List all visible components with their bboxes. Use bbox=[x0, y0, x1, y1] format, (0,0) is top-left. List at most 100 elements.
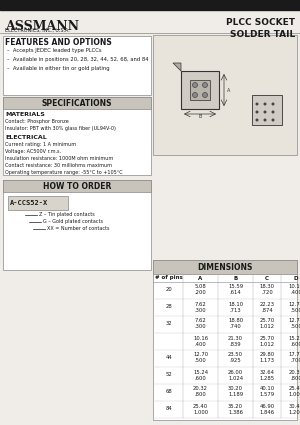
Text: ELECTRICAL: ELECTRICAL bbox=[5, 135, 47, 140]
Text: A-CCS52-X: A-CCS52-X bbox=[10, 200, 48, 206]
Text: XX = Number of contacts: XX = Number of contacts bbox=[47, 226, 110, 230]
Text: Current rating: 1 A minimum: Current rating: 1 A minimum bbox=[5, 142, 76, 147]
Bar bbox=[181, 71, 219, 109]
Text: 1.189: 1.189 bbox=[228, 393, 243, 397]
Text: SPECIFICATIONS: SPECIFICATIONS bbox=[42, 99, 112, 108]
Text: D: D bbox=[294, 275, 298, 281]
Text: 10.16: 10.16 bbox=[288, 284, 300, 289]
Text: 1.012: 1.012 bbox=[260, 325, 274, 329]
Text: PLCC SOCKET
SOLDER TAIL: PLCC SOCKET SOLDER TAIL bbox=[226, 18, 295, 39]
Text: 32.64: 32.64 bbox=[260, 369, 274, 374]
Text: .874: .874 bbox=[261, 308, 273, 312]
Text: .300: .300 bbox=[195, 325, 206, 329]
Text: 68: 68 bbox=[166, 389, 172, 394]
Text: 1.285: 1.285 bbox=[260, 376, 274, 380]
Text: Contact resistance: 30 milliohms maximum: Contact resistance: 30 milliohms maximum bbox=[5, 163, 112, 168]
Circle shape bbox=[256, 119, 259, 122]
Text: 7.62: 7.62 bbox=[195, 301, 206, 306]
Text: Voltage: AC500V r.m.s.: Voltage: AC500V r.m.s. bbox=[5, 149, 61, 154]
Text: 84: 84 bbox=[166, 406, 172, 411]
Text: .400: .400 bbox=[195, 342, 206, 346]
Circle shape bbox=[272, 119, 274, 122]
Text: 15.59: 15.59 bbox=[228, 284, 243, 289]
Text: .300: .300 bbox=[195, 308, 206, 312]
Text: Z – Tin plated contacts: Z – Tin plated contacts bbox=[39, 212, 95, 216]
Text: 23.50: 23.50 bbox=[228, 352, 243, 357]
Text: .500: .500 bbox=[290, 325, 300, 329]
Text: A: A bbox=[198, 275, 203, 281]
Text: HOW TO ORDER: HOW TO ORDER bbox=[43, 181, 111, 190]
Bar bbox=[153, 35, 297, 155]
Text: 15.24: 15.24 bbox=[288, 335, 300, 340]
Text: B: B bbox=[198, 114, 202, 119]
Circle shape bbox=[263, 110, 266, 113]
Text: 1.000: 1.000 bbox=[288, 393, 300, 397]
Text: Operating temperature range: -55°C to +105°C: Operating temperature range: -55°C to +1… bbox=[5, 170, 123, 175]
Text: 25.70: 25.70 bbox=[260, 335, 274, 340]
Bar bbox=[3, 180, 151, 270]
Text: 46.90: 46.90 bbox=[260, 403, 274, 408]
Text: # of pins: # of pins bbox=[155, 275, 183, 281]
Text: Insulator: PBT with 30% glass fiber (UL94V-0): Insulator: PBT with 30% glass fiber (UL9… bbox=[5, 126, 116, 131]
Text: 1.012: 1.012 bbox=[260, 342, 274, 346]
Polygon shape bbox=[173, 63, 181, 71]
Text: 40.10: 40.10 bbox=[260, 386, 274, 391]
Text: 21.30: 21.30 bbox=[228, 335, 243, 340]
Text: 17.78: 17.78 bbox=[288, 352, 300, 357]
Text: 12.70: 12.70 bbox=[288, 318, 300, 323]
Text: A: A bbox=[227, 88, 230, 93]
Text: 1.846: 1.846 bbox=[260, 410, 274, 414]
Bar bbox=[3, 36, 151, 95]
Text: 1.200: 1.200 bbox=[288, 410, 300, 414]
Bar bbox=[153, 260, 297, 274]
Text: 1.173: 1.173 bbox=[260, 359, 274, 363]
Text: 10.16: 10.16 bbox=[193, 335, 208, 340]
Text: 1.000: 1.000 bbox=[193, 410, 208, 414]
Text: 20.32: 20.32 bbox=[193, 386, 208, 391]
Text: .500: .500 bbox=[195, 359, 206, 363]
Text: Insulation resistance: 1000M ohm minimum: Insulation resistance: 1000M ohm minimum bbox=[5, 156, 113, 161]
Text: 28: 28 bbox=[166, 304, 172, 309]
Text: 18.10: 18.10 bbox=[228, 301, 243, 306]
Text: .800: .800 bbox=[195, 393, 206, 397]
Bar bbox=[3, 97, 151, 109]
Circle shape bbox=[272, 110, 274, 113]
Text: MATERIALS: MATERIALS bbox=[5, 112, 45, 117]
Bar bbox=[252, 95, 282, 125]
Text: 32: 32 bbox=[166, 321, 172, 326]
Text: .600: .600 bbox=[195, 376, 206, 380]
Circle shape bbox=[193, 93, 197, 97]
Text: ASSMANN: ASSMANN bbox=[5, 20, 79, 33]
Circle shape bbox=[193, 82, 197, 88]
Text: DIMENSIONS: DIMENSIONS bbox=[197, 263, 253, 272]
Circle shape bbox=[202, 82, 208, 88]
Text: 25.40: 25.40 bbox=[193, 403, 208, 408]
Text: FEATURES AND OPTIONS: FEATURES AND OPTIONS bbox=[5, 38, 112, 47]
Text: –  Available in positions 20, 28, 32, 44, 52, 68, and 84: – Available in positions 20, 28, 32, 44,… bbox=[7, 57, 148, 62]
Text: 30.48: 30.48 bbox=[289, 403, 300, 408]
Text: 20.32: 20.32 bbox=[289, 369, 300, 374]
Text: .500: .500 bbox=[290, 308, 300, 312]
Text: .700: .700 bbox=[290, 359, 300, 363]
Text: .800: .800 bbox=[290, 376, 300, 380]
Text: 52: 52 bbox=[166, 372, 172, 377]
Circle shape bbox=[202, 93, 208, 97]
Text: 7.62: 7.62 bbox=[195, 318, 206, 323]
Circle shape bbox=[272, 102, 274, 105]
Text: 1.024: 1.024 bbox=[228, 376, 243, 380]
Text: Contact: Phosphor Bronze: Contact: Phosphor Bronze bbox=[5, 119, 69, 124]
Text: 30.20: 30.20 bbox=[228, 386, 243, 391]
Text: 20: 20 bbox=[166, 287, 172, 292]
Text: –  Available in either tin or gold plating: – Available in either tin or gold platin… bbox=[7, 66, 110, 71]
Text: 35.20: 35.20 bbox=[228, 403, 243, 408]
Bar bbox=[153, 260, 297, 420]
Text: 12.70: 12.70 bbox=[288, 301, 300, 306]
Text: 25.40: 25.40 bbox=[288, 386, 300, 391]
Bar bbox=[3, 97, 151, 175]
Text: 5.08: 5.08 bbox=[195, 284, 206, 289]
Text: 1.579: 1.579 bbox=[260, 393, 274, 397]
Bar bbox=[8, 196, 68, 210]
Text: 29.80: 29.80 bbox=[260, 352, 274, 357]
Text: .200: .200 bbox=[195, 291, 206, 295]
Text: 44: 44 bbox=[166, 355, 172, 360]
